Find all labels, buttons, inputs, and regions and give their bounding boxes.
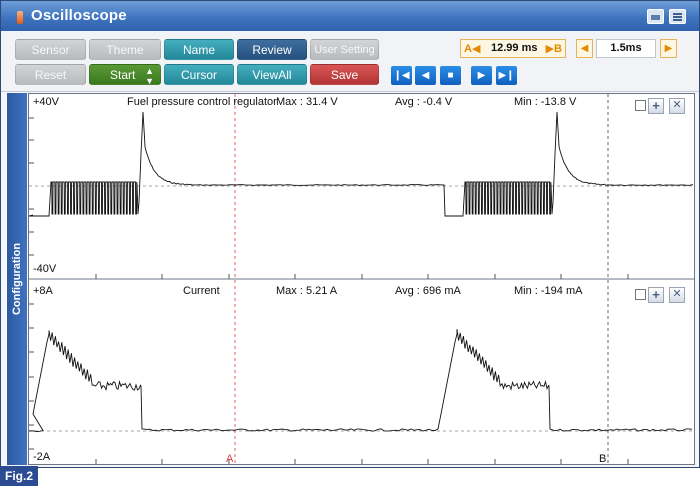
cursor-b-marker[interactable]: B [599,453,607,465]
ch2-checkbox[interactable] [635,289,646,300]
ch2-waveform [29,329,693,433]
window-title: Oscilloscope [31,7,127,24]
cursor-a-label: A◀ [464,43,481,55]
first-frame-button[interactable]: ❙◀ [391,66,412,85]
ch1-add-icon[interactable]: + [648,98,664,114]
next-frame-button[interactable]: ▶ [471,66,492,85]
menu-button[interactable] [669,9,686,24]
ch1-waveform [29,111,694,217]
app-icon [17,11,23,24]
ch2-bottom-scale: -2A [33,451,51,463]
reset-button[interactable]: Reset [15,64,86,85]
ch2-avg: Avg : 696 mA [395,285,461,297]
window-mode-button[interactable] [647,9,664,24]
ch2-add-icon[interactable]: + [648,287,664,303]
ch1-name: Fuel pressure control regulator [127,96,277,108]
last-frame-button[interactable]: ▶❙ [496,66,517,85]
ch1-bottom-scale: -40V [33,263,57,275]
timebase-increase-button[interactable]: ▶ [660,39,677,58]
sensor-button[interactable]: Sensor [15,39,86,60]
plot-area: +40V Fuel pressure control regulator Max… [28,93,695,465]
save-button[interactable]: Save [310,64,379,85]
ch2-top-scale: +8A [33,285,53,297]
figure-caption: Fig.2 [0,466,38,486]
title-bar: Oscilloscope [1,1,699,31]
ch2-name: Current [183,285,220,297]
cursor-a-marker[interactable]: A [226,453,234,465]
oscilloscope-window: Oscilloscope Sensor Theme Name Review Us… [0,0,700,468]
ch2-max: Max : 5.21 A [276,285,338,297]
previous-frame-button[interactable]: ◀ [415,66,436,85]
toolbar: Sensor Theme Name Review User Setting Re… [1,31,699,92]
viewall-button[interactable]: ViewAll [237,64,307,85]
cursor-button[interactable]: Cursor [164,64,234,85]
ch1-close-icon[interactable]: ✕ [669,98,685,114]
stop-button[interactable]: ■ [440,66,461,85]
theme-button[interactable]: Theme [89,39,161,60]
ch1-avg: Avg : -0.4 V [395,96,453,108]
start-button[interactable]: Start ▲ ▼ [89,64,161,86]
start-label: Start [110,68,136,82]
waveform-canvas [29,94,694,464]
ch2-min: Min : -194 mA [514,285,583,297]
configuration-tab[interactable]: Configuration [7,93,27,465]
timebase-decrease-button[interactable]: ◀ [576,39,593,58]
ch2-close-icon[interactable]: ✕ [669,287,685,303]
cursor-b-label: ▶B [545,43,562,55]
timebase-value[interactable]: 1.5ms [596,39,656,58]
stepper-icon: ▲ ▼ [145,66,154,86]
configuration-label: Configuration [11,242,23,316]
review-button[interactable]: Review [237,39,307,60]
ch1-checkbox[interactable] [635,100,646,111]
ch1-min: Min : -13.8 V [514,96,577,108]
user-setting-button[interactable]: User Setting [310,39,379,60]
ch1-top-scale: +40V [33,96,59,108]
cursor-delta-value: 12.99 ms [491,42,538,54]
ch1-max: Max : 31.4 V [276,96,338,108]
name-button[interactable]: Name [164,39,234,60]
cursor-delta-readout: A◀ 12.99 ms ▶B [460,39,566,58]
